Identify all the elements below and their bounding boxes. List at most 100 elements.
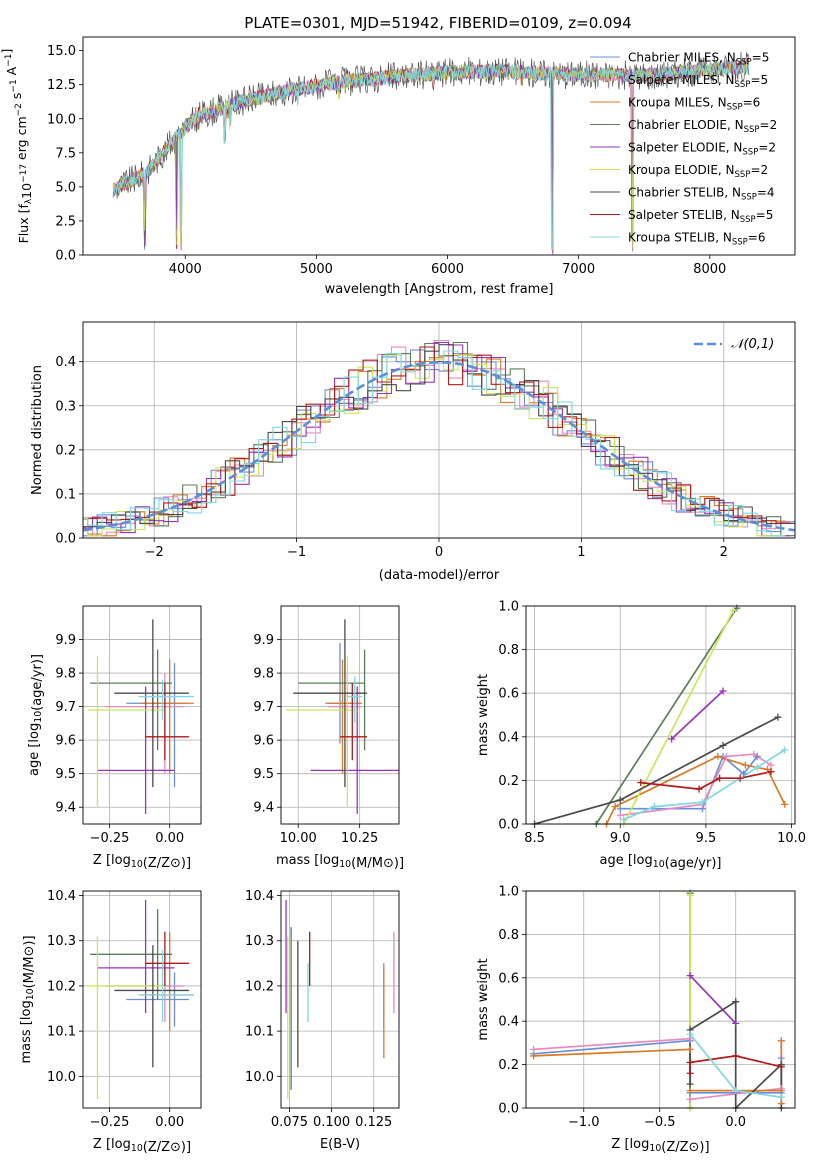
x-tick-label: 0.075	[271, 1115, 308, 1130]
weight-marker-salpeter-miles	[530, 1045, 538, 1053]
y-tick-label: 10.4	[47, 889, 76, 904]
y-tick-label: 0.4	[55, 355, 76, 370]
weight-marker-salpeter-miles	[616, 811, 624, 819]
weight-marker-chabrier-stelib	[774, 713, 782, 721]
axis-label: wavelength [Angstrom, rest frame]	[325, 282, 554, 297]
y-tick-label: 9.7	[55, 700, 76, 715]
x-tick-label: 5000	[300, 262, 333, 277]
x-tick-label: 8000	[693, 262, 726, 277]
axes-frame	[280, 890, 400, 1109]
spectrum-salpeter-elodie	[112, 59, 749, 255]
weight-marker-salpeter-stelib	[767, 768, 775, 776]
plot-area	[534, 607, 786, 824]
legend-label-count: =2	[760, 118, 778, 132]
axis-label-sub: 10	[33, 711, 44, 723]
axis-label-part: λ	[24, 198, 34, 204]
y-tick-label: 10.0	[245, 1070, 274, 1085]
axis-label-part: E(B-V)	[320, 1137, 360, 1152]
axis-label: Z [log10(Z/Z⊙)]	[93, 1137, 191, 1155]
legend-label-chabrier-elodie: Chabrier ELODIE, NSSP=2	[628, 118, 777, 135]
weight-marker-kroupa-miles	[741, 761, 749, 769]
axis-label-part: 10	[19, 183, 34, 199]
y-tick-label: 9.6	[55, 734, 76, 749]
panel-z_weight: −1.0 −0.5 0.0 0.0 0.2 0.4 0.6 0.8 1.0 Z [log10(Z/…	[476, 885, 796, 1155]
legend-label-count: =4	[757, 186, 775, 200]
axis-label-part: mass [	[276, 853, 319, 868]
y-tick-label: 0.0	[498, 1102, 519, 1117]
plots: 4000 5000 6000 7000 80000.02.55.07.510.012.5…	[0, 36, 806, 1155]
y-tick-label: 0.0	[55, 249, 76, 264]
x-tick-label: 0.00	[155, 831, 184, 846]
y-tick-label: 0.1	[55, 487, 76, 502]
weight-marker-kroupa-stelib	[781, 746, 789, 754]
axis-label-part: −17	[19, 164, 29, 183]
weight-line-chabrier-elodie	[595, 607, 738, 824]
axis-label-part: mass [	[19, 1020, 34, 1063]
weight-marker-chabrier-stelib	[719, 742, 727, 750]
figure-title: PLATE=0301, MJD=51942, FIBERID=0109, z=0…	[244, 14, 631, 32]
weight-line-kroupa-miles	[605, 755, 786, 824]
axis-label-part: −2	[14, 103, 24, 116]
legend-label-sub: SSP	[742, 148, 758, 158]
weight-marker-salpeter-stelib	[736, 774, 744, 782]
weight-marker-kroupa-miles	[686, 1045, 694, 1053]
weight-marker-chabrier-miles	[740, 770, 748, 778]
axis-label-part: Flux [f	[16, 204, 31, 244]
panel-residuals: −2 −1 0 1 2 0.0 0.1 0.2 0.3 0.4 (data-model)/error…	[30, 321, 796, 583]
plot-area	[285, 900, 395, 1099]
x-tick-label: 9.5	[696, 831, 717, 846]
y-tick-label: 15.0	[47, 44, 76, 59]
axis-label-part: log	[633, 853, 653, 868]
weight-marker-salpeter-stelib	[695, 785, 703, 793]
legend-label-sub: SSP	[741, 193, 757, 203]
axis-label-part: erg cm	[14, 116, 29, 164]
y-tick-label: 10.1	[47, 1025, 76, 1040]
axes-frame	[280, 605, 400, 825]
axis-label: mass weight	[476, 958, 491, 1040]
weight-marker-salpeter-stelib	[732, 1052, 740, 1060]
y-tick-label: 10.0	[47, 112, 76, 127]
y-tick-label: 9.8	[55, 667, 76, 682]
panel-age_weight: 8.5 9.0 9.5 10.0 0.0 0.2 0.4 0.6 0.8 1.0 age [log1…	[476, 600, 806, 872]
x-tick-label: −1.0	[568, 1115, 600, 1130]
axis-label-part: (Z/Z⊙)]	[661, 1140, 709, 1155]
axis-label-part: log	[19, 1000, 34, 1020]
axis-label-part: (M/M⊙)]	[22, 935, 37, 988]
panel-spectrum: 4000 5000 6000 7000 8000 0.0 2.5 5.0 7.5 10.0 12.5…	[0, 36, 796, 297]
axes-frame	[82, 321, 796, 539]
y-tick-label: 12.5	[47, 78, 76, 93]
axis-label-part: age [	[600, 853, 633, 868]
legend-label-text: Chabrier STELIB, N	[628, 186, 741, 200]
axis-label-part: wavelength [Angstrom, rest frame]	[325, 282, 554, 297]
legend-label-count: =5	[750, 73, 768, 87]
x-tick-label: −0.5	[644, 1115, 676, 1130]
axis-label-part: Z [	[93, 1137, 111, 1152]
y-tick-label: 9.5	[55, 767, 76, 782]
panel-mass_age: 10.00 10.25 9.4 9.5 9.6 9.7 9.8 9.9 mass [log10(…	[253, 605, 404, 871]
x-tick-label: 2	[720, 545, 728, 560]
weight-marker-kroupa-elodie	[686, 891, 694, 899]
legend-label-count: =5	[756, 208, 774, 222]
axis-label-part: log	[111, 853, 131, 868]
legend-label-text: Chabrier ELODIE, N	[628, 118, 744, 132]
plot-area	[285, 619, 399, 814]
axis-label-part: Normed distribution	[30, 365, 45, 495]
legend-label-count: =2	[750, 163, 768, 177]
spectrum-kroupa-stelib	[112, 58, 750, 251]
axis-label: mass weight	[476, 674, 491, 756]
weight-marker-kroupa-miles	[530, 1052, 538, 1060]
weight-marker-salpeter-miles	[750, 750, 758, 758]
y-tick-label: 10.2	[245, 979, 274, 994]
axis-label-part: mass weight	[476, 958, 491, 1040]
axes-frame	[82, 605, 202, 825]
legend-label-count: =5	[752, 51, 770, 65]
weight-marker-kroupa-miles	[686, 1087, 694, 1095]
weight-marker-kroupa-stelib	[686, 1030, 694, 1038]
x-tick-label: 4000	[169, 262, 202, 277]
axis-label-sub: 10	[131, 859, 143, 870]
plot-area	[112, 51, 750, 255]
weight-line-salpeter-stelib	[689, 1055, 782, 1074]
x-tick-label: 6000	[431, 262, 464, 277]
